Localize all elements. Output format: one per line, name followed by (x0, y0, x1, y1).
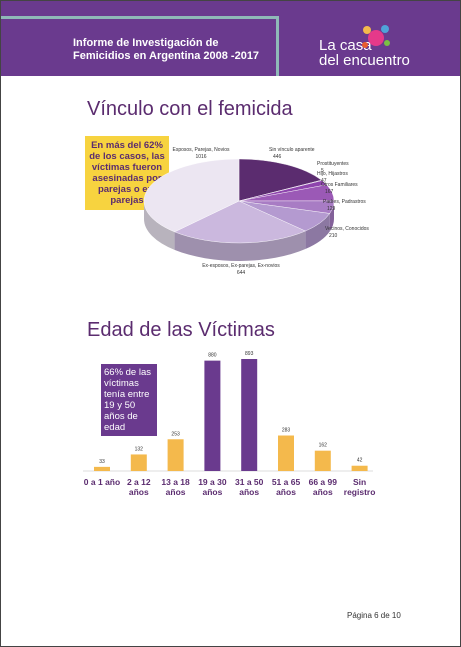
pie-side (174, 231, 306, 261)
x-tick-label: 31 a 50 años (235, 477, 264, 497)
bar (130, 454, 147, 471)
x-tick-label: 66 a 99 años (308, 477, 337, 497)
pie-label: Sin vínculo aparente (269, 147, 315, 153)
pie-label: Vecinos, Conocidos (325, 226, 369, 232)
section-title: Edad de las Víctimas (87, 319, 275, 341)
x-tick-label: 19 a 30 años (198, 477, 227, 497)
bar-value: 42 (357, 458, 363, 464)
header-stripe (276, 16, 279, 76)
x-tick-label: 2 a 12 años (126, 477, 151, 497)
pie-label: Padres, Padrastros (323, 199, 366, 205)
pie-slice (143, 158, 240, 233)
logo-text: La casa (319, 37, 372, 54)
logo-text: del encuentro (319, 52, 410, 69)
x-tick-label: 13 a 18 años (161, 477, 190, 497)
pie-side (329, 201, 334, 232)
pie-slice (174, 200, 306, 244)
bar-value: 33 (99, 459, 105, 465)
pie-value: 644 (237, 270, 246, 276)
bar-value: 283 (282, 428, 291, 434)
pie-side (305, 213, 330, 250)
pie-value: 446 (273, 154, 282, 160)
bar-value: 880 (208, 353, 217, 359)
header-title: Informe de Investigación de Femicidios e… (73, 37, 260, 62)
bar (167, 439, 184, 471)
bar (241, 359, 258, 471)
pie-label: Ex-esposos, Ex-parejas, Ex-novios (202, 263, 280, 269)
pie-value: 5 (321, 168, 324, 174)
pie-value: 167 (325, 189, 334, 195)
header-stripe (1, 16, 276, 19)
x-tick-label: 51 a 65 años (271, 477, 301, 497)
pie-label: Hijo, Hijastros (317, 171, 348, 177)
bar (351, 465, 368, 471)
bar (204, 360, 221, 471)
logo-icon (362, 25, 390, 48)
page-number: Página 6 de 10 (347, 611, 401, 620)
bar-value: 132 (135, 446, 144, 452)
callout: 66% de las víctimas tenía entre 19 y 50 … (101, 364, 157, 436)
pie-value: 129 (327, 206, 336, 212)
bar-value: 893 (245, 351, 254, 357)
bar (314, 450, 331, 471)
pie-value: 210 (329, 233, 338, 239)
x-tick-label: 0 a 1 año (83, 477, 121, 487)
bar (94, 466, 110, 471)
pie-slice (238, 158, 322, 202)
bar-value: 253 (171, 431, 180, 437)
section-title: Vínculo con el femicida (87, 98, 293, 120)
pie-value: 47 (321, 178, 327, 184)
pie-side (144, 201, 175, 250)
pie-label: Prostituyentes (317, 161, 349, 167)
x-tick-label: Sin registro (343, 477, 376, 497)
bar (278, 435, 294, 471)
bar-value: 162 (319, 443, 328, 449)
pie-label: Otros Familiares (321, 182, 358, 188)
bar-chart: 33 132 253 880 893 283 162 42 (83, 351, 373, 472)
pie-value: 1016 (195, 154, 206, 160)
pie-label: Esposos, Parejas, Novios (173, 147, 230, 153)
